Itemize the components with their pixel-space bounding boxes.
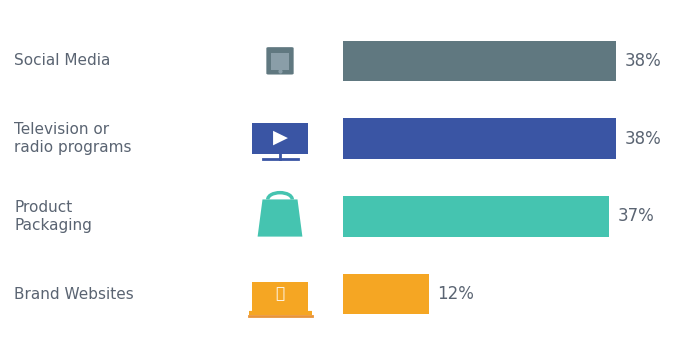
Text: 37%: 37% bbox=[617, 207, 654, 225]
FancyBboxPatch shape bbox=[266, 47, 294, 75]
Text: Social Media: Social Media bbox=[14, 53, 111, 68]
FancyBboxPatch shape bbox=[343, 41, 616, 81]
Text: Product
Packaging: Product Packaging bbox=[14, 199, 92, 233]
FancyBboxPatch shape bbox=[272, 53, 288, 70]
Text: ▶: ▶ bbox=[272, 127, 288, 146]
Text: Television or
radio programs: Television or radio programs bbox=[14, 122, 132, 155]
Text: Brand Websites: Brand Websites bbox=[14, 287, 134, 301]
FancyBboxPatch shape bbox=[252, 123, 308, 154]
FancyBboxPatch shape bbox=[343, 196, 609, 237]
FancyBboxPatch shape bbox=[252, 282, 308, 313]
Polygon shape bbox=[258, 199, 302, 237]
Text: 🌐: 🌐 bbox=[275, 287, 285, 301]
FancyBboxPatch shape bbox=[343, 274, 429, 314]
Text: 12%: 12% bbox=[438, 285, 475, 303]
Text: 38%: 38% bbox=[624, 129, 661, 148]
FancyBboxPatch shape bbox=[343, 118, 616, 159]
Text: 38%: 38% bbox=[624, 52, 661, 70]
